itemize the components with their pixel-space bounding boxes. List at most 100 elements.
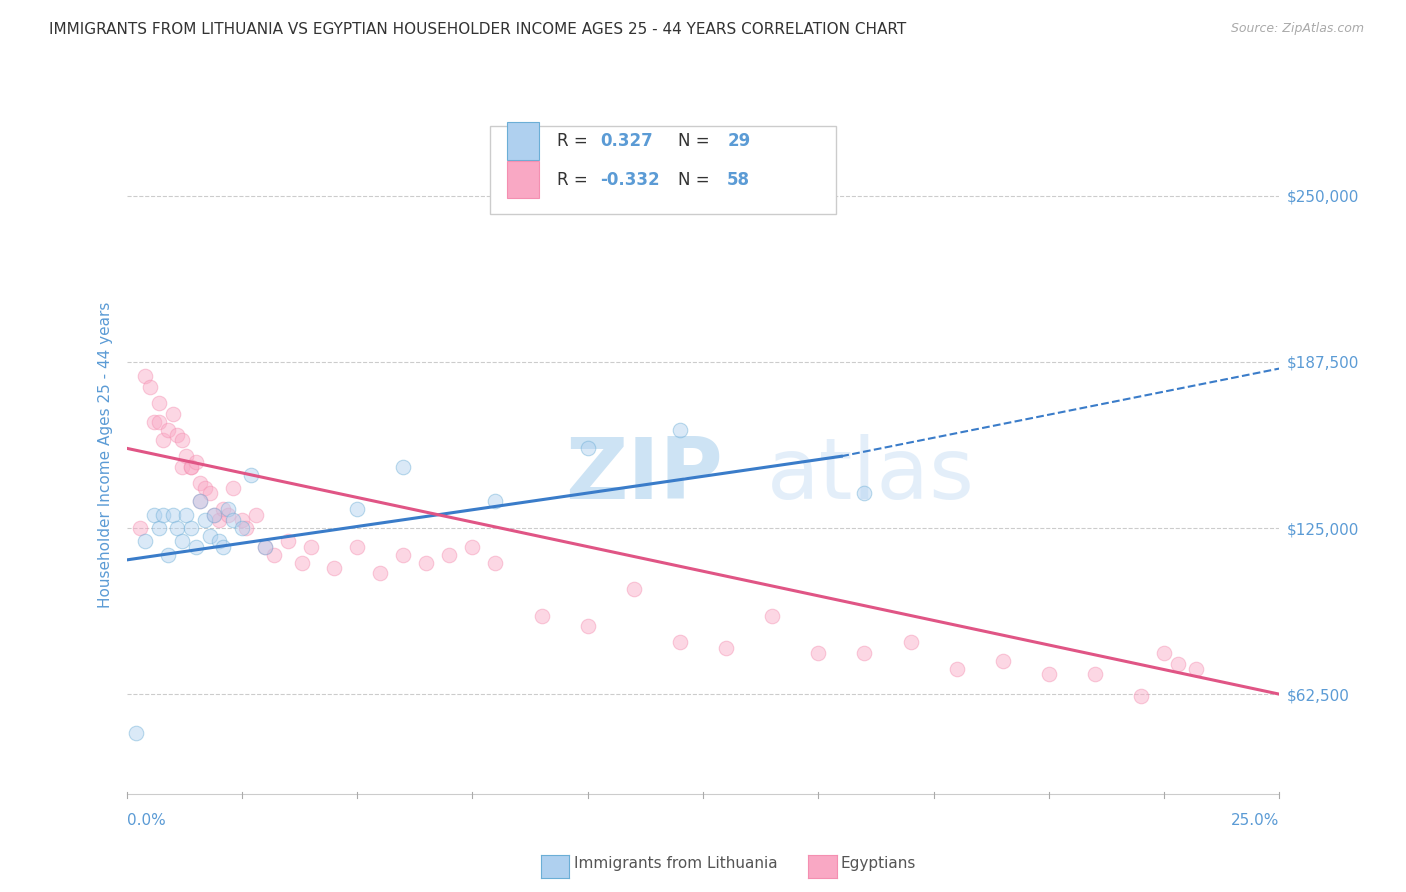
Point [1153,646,1175,660]
Point [202,508,225,522]
Point [392,459,415,474]
Point [180,521,202,535]
Point [761,608,783,623]
Point [152,508,174,522]
Point [208,534,231,549]
Point [184,454,207,468]
Point [188,494,211,508]
Point [148,396,170,410]
Text: Source: ZipAtlas.com: Source: ZipAtlas.com [1230,22,1364,36]
Point [180,459,202,474]
Point [152,434,174,448]
FancyBboxPatch shape [489,126,835,214]
Point [368,566,391,581]
Point [176,508,198,522]
Text: 0.327: 0.327 [600,132,654,150]
Point [991,654,1014,668]
Text: Egyptians: Egyptians [841,856,917,871]
Point [143,415,166,429]
Point [853,646,876,660]
Point [439,548,461,562]
Point [157,423,180,437]
Point [484,556,506,570]
Point [148,415,170,429]
Point [235,521,257,535]
Point [162,407,184,421]
Point [669,423,692,437]
Point [299,540,322,554]
Point [576,619,599,633]
Point [1130,689,1153,703]
Point [392,548,415,562]
Point [853,486,876,500]
Point [346,540,368,554]
Text: 0.0%: 0.0% [127,814,166,828]
Point [138,380,160,394]
Point [194,513,217,527]
Point [212,502,235,516]
Point [1038,667,1060,681]
Point [576,442,599,456]
Point [231,513,253,527]
Point [263,548,285,562]
Text: R =: R = [557,132,592,150]
Point [1167,657,1189,671]
Text: Immigrants from Lithuania: Immigrants from Lithuania [574,856,778,871]
Text: 58: 58 [727,170,751,189]
Point [194,481,217,495]
Point [291,556,314,570]
Point [180,459,202,474]
Point [530,608,553,623]
Point [148,521,170,535]
Point [143,508,166,522]
Point [198,529,221,543]
Point [176,449,198,463]
Point [188,475,211,490]
Point [484,494,506,508]
Text: N =: N = [678,170,714,189]
Point [134,369,156,384]
Point [277,534,299,549]
Point [807,646,830,660]
Point [346,502,368,516]
Point [461,540,484,554]
Point [188,494,211,508]
Point [900,635,922,649]
Point [221,513,243,527]
Point [415,556,437,570]
Point [231,521,253,535]
Text: 29: 29 [727,132,751,150]
Point [253,540,276,554]
Point [217,508,239,522]
Point [129,521,152,535]
Point [125,725,148,739]
Point [245,508,267,522]
Point [134,534,156,549]
Point [166,428,188,442]
Text: -0.332: -0.332 [600,170,659,189]
Point [166,521,188,535]
Text: IMMIGRANTS FROM LITHUANIA VS EGYPTIAN HOUSEHOLDER INCOME AGES 25 - 44 YEARS CORR: IMMIGRANTS FROM LITHUANIA VS EGYPTIAN HO… [49,22,907,37]
Point [157,548,180,562]
Point [1084,667,1107,681]
Point [253,540,276,554]
Point [323,561,346,575]
Text: R =: R = [557,170,592,189]
Point [162,508,184,522]
Text: 25.0%: 25.0% [1232,814,1279,828]
Point [1185,662,1208,676]
Point [184,540,207,554]
Bar [508,161,540,198]
Point [240,467,263,482]
Point [212,540,235,554]
Point [221,481,243,495]
Point [198,486,221,500]
Bar [508,122,540,160]
Y-axis label: Householder Income Ages 25 - 44 years: Householder Income Ages 25 - 44 years [97,301,112,608]
Point [217,502,239,516]
Text: atlas: atlas [766,434,974,516]
Point [945,662,967,676]
Point [623,582,645,597]
Point [170,534,193,549]
Point [208,513,231,527]
